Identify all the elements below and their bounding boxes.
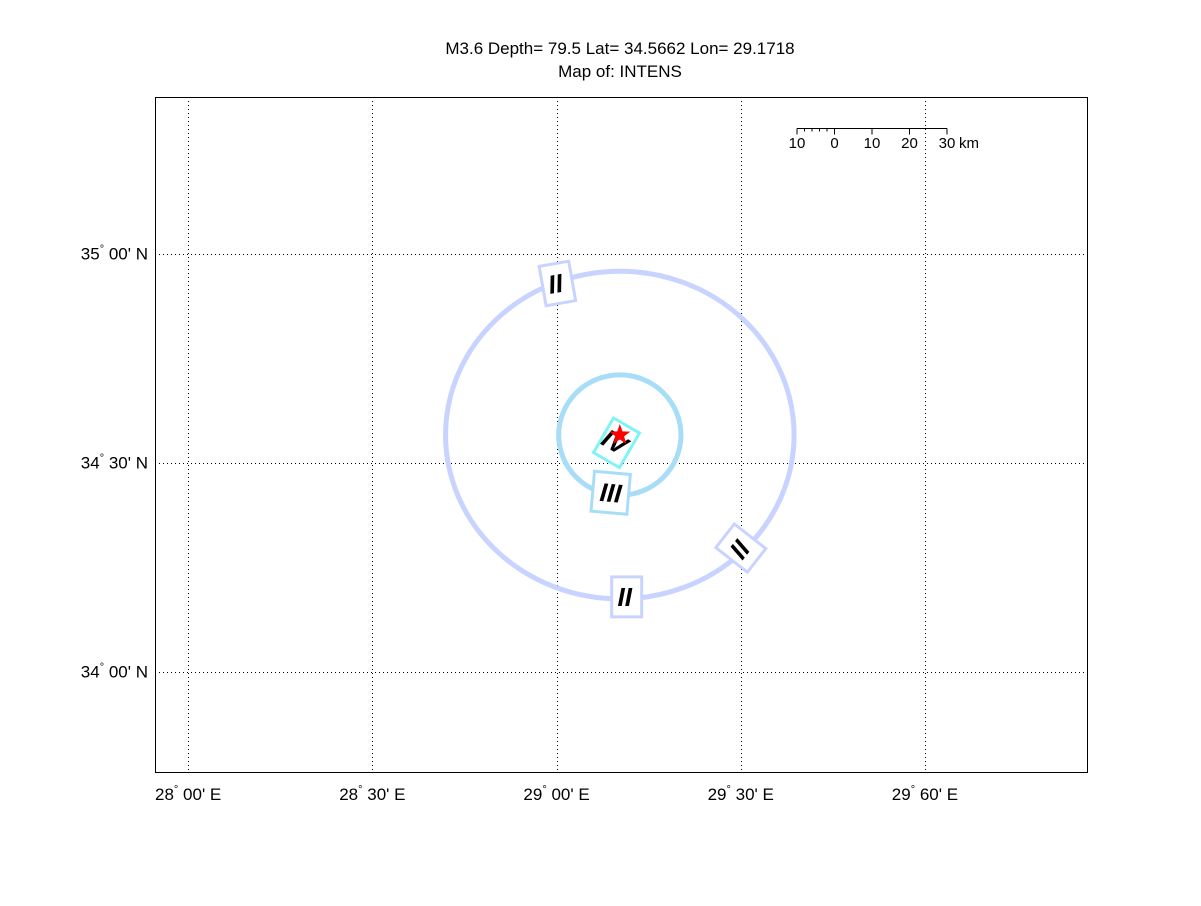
y-tick-minutes: 30' N	[104, 454, 148, 473]
scale-label: 30	[939, 135, 956, 152]
x-tick-label: 29° 00' E	[523, 784, 589, 804]
scale-label: 10	[864, 135, 881, 152]
x-tick-labels: 28° 00' E 28° 30' E 29° 00' E 29° 30' E 29° …	[155, 784, 958, 804]
y-tick-label: 34° 30' N	[81, 453, 148, 473]
label-text: II	[546, 268, 566, 300]
x-tick-minutes: 00' E	[547, 785, 590, 804]
x-tick-degrees: 28	[155, 785, 174, 804]
x-tick-degrees: 29	[708, 785, 727, 804]
x-tick-degrees: 28	[339, 785, 358, 804]
title-line-2: Map of: INTENS	[558, 62, 682, 81]
degree-symbol: °	[727, 784, 731, 796]
scale-unit: km	[959, 135, 979, 152]
scale-label: 20	[901, 135, 918, 152]
intensity-label-III: III	[589, 469, 632, 516]
y-tick-degrees: 34	[81, 454, 100, 473]
degree-symbol: °	[542, 784, 546, 796]
star-icon	[609, 424, 631, 444]
x-tick-label: 28° 00' E	[155, 784, 221, 804]
epicenter	[609, 424, 631, 444]
degree-symbol: °	[358, 784, 362, 796]
grid-lines	[155, 97, 1087, 772]
x-tick-label: 29° 60' E	[892, 784, 958, 804]
y-tick-label: 34° 00' N	[81, 662, 148, 682]
x-tick-minutes: 30' E	[731, 785, 774, 804]
intensity-label-II: II	[610, 575, 644, 619]
y-tick-minutes: 00' N	[104, 663, 148, 682]
label-box	[610, 575, 644, 619]
degree-symbol: °	[174, 784, 178, 796]
label-box	[591, 415, 642, 470]
x-tick-minutes: 60' E	[915, 785, 958, 804]
degree-symbol: °	[100, 453, 104, 465]
label-text: III	[599, 477, 624, 509]
label-box	[589, 469, 632, 516]
intensity-label-II: II	[537, 259, 578, 308]
y-tick-label: 35° 00' N	[81, 244, 148, 264]
label-box	[537, 259, 578, 308]
axes-frame	[155, 97, 1088, 773]
scale-label: 10	[789, 135, 806, 152]
x-tick-degrees: 29	[892, 785, 911, 804]
y-tick-degrees: 34	[81, 663, 100, 682]
x-tick-minutes: 00' E	[178, 785, 221, 804]
y-tick-labels: 35° 00' N34° 30' N34° 00' N	[81, 244, 148, 682]
label-text: II	[617, 582, 632, 612]
intensity-label-II: II	[713, 521, 768, 575]
x-tick-label: 29° 30' E	[708, 784, 774, 804]
x-tick-label: 28° 30' E	[339, 784, 405, 804]
x-tick-degrees: 29	[523, 785, 542, 804]
y-tick-minutes: 00' N	[104, 245, 148, 264]
degree-symbol: °	[100, 244, 104, 256]
degree-symbol: °	[100, 662, 104, 674]
x-tick-minutes: 30' E	[363, 785, 406, 804]
title-line-1: M3.6 Depth= 79.5 Lat= 34.5662 Lon= 29.17…	[445, 39, 794, 58]
y-tick-degrees: 35	[81, 245, 100, 264]
label-box	[713, 521, 768, 575]
scale-bar: 10 0 10 20 30 km	[789, 128, 979, 152]
scale-label: 0	[830, 135, 838, 152]
degree-symbol: °	[911, 784, 915, 796]
